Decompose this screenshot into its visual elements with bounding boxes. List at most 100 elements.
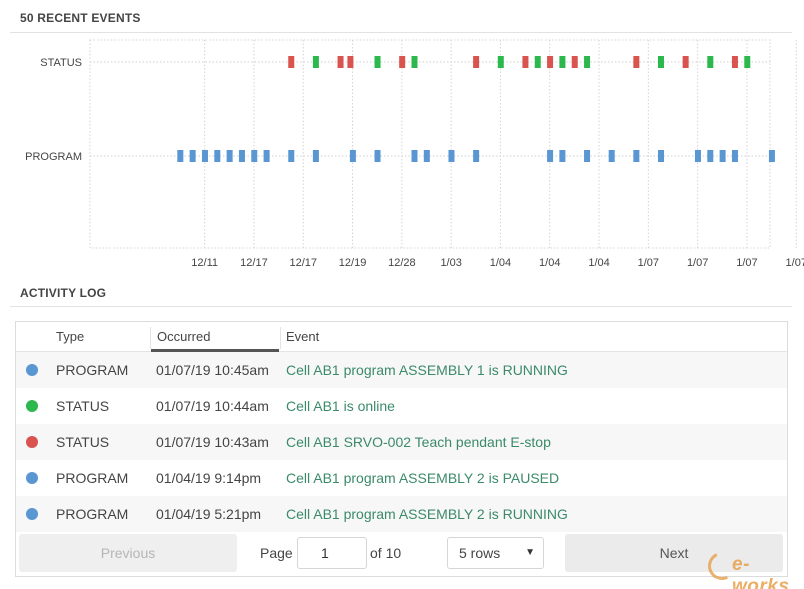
- program-event-mark: [608, 150, 615, 162]
- row-event: Cell AB1 program ASSEMBLY 1 is RUNNING: [286, 362, 568, 378]
- events-chart-title: 50 RECENT EVENTS: [20, 11, 141, 25]
- column-occurred[interactable]: Occurred: [151, 322, 279, 352]
- status-event-mark: [731, 56, 738, 68]
- table-row[interactable]: PROGRAM 01/04/19 9:14pm Cell AB1 program…: [16, 460, 787, 496]
- activity-log-title: ACTIVITY LOG: [20, 286, 107, 300]
- row-event: Cell AB1 program ASSEMBLY 2 is RUNNING: [286, 506, 568, 522]
- x-tick-label: 12/17: [289, 257, 317, 269]
- x-tick-label: 1/04: [490, 257, 511, 269]
- program-event-mark: [694, 150, 701, 162]
- x-tick-label: 1/07: [786, 257, 804, 269]
- program-dot-icon: [26, 508, 38, 520]
- row-occurred: 01/07/19 10:45am: [156, 362, 269, 378]
- table-row[interactable]: PROGRAM 01/07/19 10:45am Cell AB1 progra…: [16, 352, 787, 388]
- program-dot-icon: [26, 472, 38, 484]
- e-works-watermark-logo: e-works: [704, 548, 800, 589]
- program-event-mark: [201, 150, 208, 162]
- caret-down-icon: ▼: [525, 547, 535, 558]
- row-type: PROGRAM: [56, 362, 129, 378]
- status-event-mark: [707, 56, 714, 68]
- rows-per-page-select[interactable]: 5 rows ▼: [447, 537, 544, 569]
- program-event-mark: [349, 150, 356, 162]
- program-dot-icon: [26, 364, 38, 376]
- x-tick-label: 1/04: [588, 257, 609, 269]
- program-event-mark: [473, 150, 480, 162]
- row-event: Cell AB1 program ASSEMBLY 2 is PAUSED: [286, 470, 560, 486]
- status-error-dot-icon: [26, 436, 38, 448]
- page-number-input[interactable]: [297, 537, 367, 569]
- table-header: Type Occurred Event: [16, 322, 787, 352]
- events-timeline-chart: STATUS PROGRAM 12/11 12/17 12/17 12/19 12/28 1…: [25, 39, 804, 269]
- program-event-mark: [633, 150, 640, 162]
- status-event-mark: [658, 56, 664, 68]
- next-button[interactable]: Next: [565, 534, 783, 572]
- x-tick-label: 12/11: [191, 257, 218, 269]
- x-tick-label: 1/03: [440, 257, 461, 269]
- column-type[interactable]: Type: [56, 329, 85, 344]
- program-event-mark: [719, 150, 726, 162]
- status-ok-dot-icon: [26, 400, 38, 412]
- x-tick-label: 1/04: [539, 257, 560, 269]
- status-event-mark: [347, 56, 354, 68]
- program-event-mark: [731, 150, 738, 162]
- program-event-mark: [251, 150, 258, 162]
- status-event-mark: [288, 56, 295, 68]
- x-tick-label: 12/28: [388, 257, 416, 269]
- program-event-mark: [263, 150, 270, 162]
- program-event-mark: [584, 150, 591, 162]
- row-event: Cell AB1 is online: [286, 398, 395, 414]
- page-count-label: of 10: [370, 545, 402, 561]
- x-tick-label: 1/07: [638, 257, 659, 269]
- status-event-mark: [399, 56, 406, 68]
- row-type: STATUS: [56, 434, 110, 450]
- row-occurred: 01/07/19 10:43am: [156, 434, 269, 450]
- row-label-status: STATUS: [40, 57, 82, 69]
- status-event-mark: [682, 56, 689, 68]
- program-event-mark: [559, 150, 566, 162]
- x-tick-label: 1/07: [736, 257, 757, 269]
- program-event-mark: [214, 150, 221, 162]
- status-event-mark: [497, 56, 504, 68]
- status-event-mark: [337, 56, 344, 68]
- row-type: PROGRAM: [56, 506, 129, 522]
- events-divider: [10, 32, 792, 33]
- status-event-mark: [744, 56, 751, 68]
- program-event-mark: [411, 150, 418, 162]
- status-event-mark: [411, 56, 418, 68]
- row-type: PROGRAM: [56, 470, 129, 486]
- program-event-mark: [448, 150, 455, 162]
- program-event-mark: [288, 150, 295, 162]
- program-event-mark: [189, 150, 196, 162]
- rows-per-page-value: 5 rows: [459, 545, 501, 561]
- x-tick-label: 1/07: [687, 257, 708, 269]
- table-row[interactable]: STATUS 01/07/19 10:43am Cell AB1 SRVO-00…: [16, 424, 787, 460]
- status-event-mark: [547, 56, 554, 68]
- x-tick-label: 12/17: [240, 257, 268, 269]
- column-separator: [150, 327, 151, 349]
- row-label-program: PROGRAM: [25, 151, 82, 163]
- program-event-mark: [768, 150, 775, 162]
- row-occurred: 01/04/19 9:14pm: [156, 470, 262, 486]
- table-row[interactable]: STATUS 01/07/19 10:44am Cell AB1 is onli…: [16, 388, 787, 424]
- row-occurred: 01/07/19 10:44am: [156, 398, 269, 414]
- row-occurred: 01/04/19 5:21pm: [156, 506, 262, 522]
- row-type: STATUS: [56, 398, 110, 414]
- status-event-mark: [534, 56, 541, 68]
- status-event-mark: [633, 56, 640, 68]
- program-event-mark: [238, 150, 245, 162]
- program-event-mark: [707, 150, 714, 162]
- program-event-mark: [226, 150, 233, 162]
- status-event-mark: [559, 56, 566, 68]
- program-event-mark: [374, 150, 381, 162]
- plot-frame: [89, 39, 771, 249]
- page-label: Page: [260, 545, 293, 561]
- status-event-mark: [312, 56, 319, 68]
- program-event-mark: [177, 150, 184, 162]
- status-event-mark: [374, 56, 381, 68]
- row-event: Cell AB1 SRVO-002 Teach pendant E-stop: [286, 434, 551, 450]
- column-event[interactable]: Event: [286, 329, 320, 344]
- table-row[interactable]: PROGRAM 01/04/19 5:21pm Cell AB1 program…: [16, 496, 787, 532]
- previous-button[interactable]: Previous: [19, 534, 237, 572]
- program-event-mark: [312, 150, 319, 162]
- activity-divider: [10, 306, 792, 307]
